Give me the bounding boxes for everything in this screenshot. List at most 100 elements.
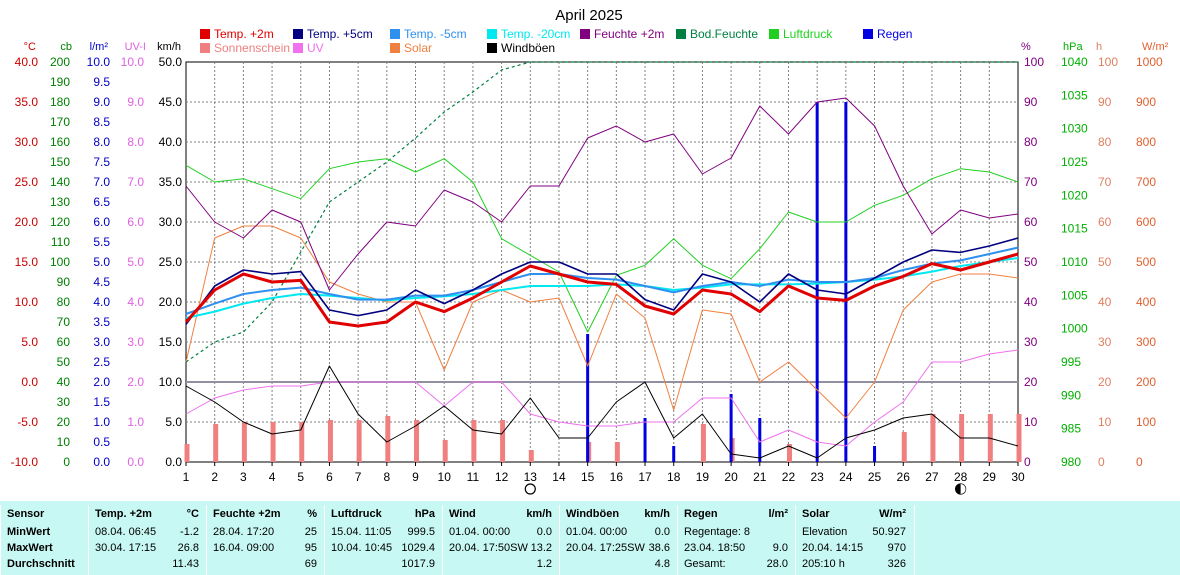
stats-solar-max: 970	[887, 542, 906, 554]
y-tick-label: 80	[1098, 135, 1112, 149]
y-tick-label: 0	[1098, 455, 1105, 469]
bar-sonnenschein	[184, 444, 190, 462]
y-tick-label: 8.0	[127, 135, 144, 149]
y-tick-label: 3.0	[127, 335, 144, 349]
bar-sonnenschein	[327, 420, 333, 462]
series-uv	[185, 349, 1019, 447]
legend-label: Feuchte +2m	[594, 27, 664, 41]
legend-label: Temp. -20cm	[501, 27, 570, 41]
y-tick-label: 20.0	[159, 295, 183, 309]
line-feuchte-2m	[185, 97, 1019, 291]
stats-solar-max-time: 20.04. 14:15	[802, 542, 864, 554]
legend-label: Solar	[404, 41, 432, 55]
line-temp-20cm	[185, 257, 1019, 319]
series-windb-en	[185, 365, 1019, 459]
x-tick-label: 29	[983, 470, 997, 484]
axis-labels: 1 2 3 4 5 6 7 8 9 10 11 12 13 14 15 16 17 18 19 20 21 22 23 24 2…	[11, 41, 1169, 495]
y-tick-label: 1020	[1061, 188, 1088, 202]
stats-luftdruck: Luftdruck hPa 15.04. 11:05 999.5 10.04. …	[324, 505, 443, 575]
stats-feuchte-min: 25	[304, 526, 317, 538]
series-temp-20cm	[185, 257, 1019, 319]
y-tick-label: 200	[50, 55, 70, 69]
y-tick-label: 10	[1098, 415, 1112, 429]
legend-label: Bod.Feuchte	[690, 27, 758, 41]
stats-solar-unit: W/m²	[879, 508, 906, 520]
stats-feuchte-avg: 69	[304, 558, 317, 570]
series-temp-2m	[184, 252, 1019, 328]
y-tick-label: 30	[1098, 335, 1112, 349]
y-tick-label: 40.0	[159, 135, 183, 149]
stats-temp-min-time: 08.04. 06:45	[95, 526, 157, 538]
y-tick-label: 10	[1024, 415, 1038, 429]
x-tick-label: 8	[383, 470, 390, 484]
bar-sonnenschein	[786, 444, 792, 462]
y-tick-label: 100	[1024, 55, 1044, 69]
bar-sonnenschein	[700, 424, 706, 462]
y-tick-label: 1.5	[93, 395, 110, 409]
y-tick-label: 110	[51, 235, 70, 249]
y-tick-label: 700	[1136, 175, 1156, 189]
legend-swatch	[390, 29, 400, 39]
y-tick-label: 25.0	[15, 175, 39, 189]
y-tick-label: 50	[1024, 255, 1038, 269]
series-temp-5cm	[185, 237, 1019, 325]
y-tick-label: 30.0	[159, 215, 183, 229]
bar-sonnenschein	[471, 420, 477, 462]
series-feuchte-2m	[185, 97, 1019, 291]
stats-solar-elev-label: Elevation	[802, 526, 848, 538]
stats-solar-hours: 205:10 h	[802, 558, 845, 570]
stats-regen-max: 9.0	[772, 542, 788, 554]
stats-sensor-header: Sensor	[7, 508, 45, 520]
y-tick-label: -5.0	[17, 415, 38, 429]
x-tick-label: 16	[610, 470, 624, 484]
y-tick-label: 70	[1024, 175, 1038, 189]
x-tick-label: 15	[581, 470, 595, 484]
y-tick-label: 40.0	[15, 55, 39, 69]
y-tick-label: 9.0	[93, 95, 110, 109]
legend-label: Temp. +2m	[214, 27, 274, 41]
stats-regen-max-time: 23.04. 18:50	[684, 542, 746, 554]
y-tick-label: 5.0	[127, 255, 144, 269]
stats-regen-header: Regen	[684, 508, 718, 520]
bar-sonnenschein	[356, 420, 362, 462]
y-tick-label: 4.0	[93, 295, 110, 309]
y-axis-label: hPa	[1063, 41, 1083, 53]
stats-luftdruck-avg: 1017.9	[401, 558, 435, 570]
y-tick-label: 1030	[1061, 122, 1088, 136]
y-tick-label: 130	[50, 195, 70, 209]
y-tick-label: 300	[1136, 335, 1156, 349]
y-tick-label: 140	[50, 175, 70, 189]
x-tick-label: 5	[297, 470, 304, 484]
x-tick-label: 10	[438, 470, 452, 484]
x-tick-label: 3	[240, 470, 247, 484]
stats-wind-max: 13.2	[530, 542, 552, 554]
y-tick-label: 120	[50, 215, 70, 229]
stats-wind-header: Wind	[449, 508, 476, 520]
y-tick-label: 995	[1061, 355, 1081, 369]
legend-swatch	[200, 29, 210, 39]
y-tick-label: 35.0	[159, 175, 183, 189]
stats-sensor: Sensor MinWert MaxWert Durchschnitt	[0, 505, 89, 575]
bar-sonnenschein	[270, 422, 276, 462]
stats-windboeen-max-time: 20.04. 17:25SW	[566, 542, 645, 554]
stats-regen-days: Regentage: 8	[684, 526, 751, 538]
x-tick-label: 18	[667, 470, 681, 484]
y-tick-label: 160	[50, 135, 70, 149]
legend-swatch	[487, 43, 497, 53]
stats-row-label: MinWert	[7, 526, 51, 538]
stats-wind-avg: 1.2	[536, 558, 552, 570]
y-tick-label: 2.0	[127, 375, 144, 389]
x-tick-label: 23	[810, 470, 824, 484]
y-axis-label: °C	[24, 41, 36, 53]
x-tick-label: 21	[753, 470, 767, 484]
bar-regen	[729, 394, 733, 462]
series-sonnenschein	[184, 414, 1022, 462]
y-tick-label: 6.0	[127, 215, 144, 229]
y-tick-label: 60	[1024, 215, 1038, 229]
legend-swatch	[200, 43, 210, 53]
legend-swatch	[487, 29, 497, 39]
x-tick-label: 11	[467, 470, 480, 484]
y-tick-label: 70	[1098, 175, 1112, 189]
x-tick-label: 30	[1011, 470, 1025, 484]
y-tick-label: 990	[1061, 388, 1081, 402]
